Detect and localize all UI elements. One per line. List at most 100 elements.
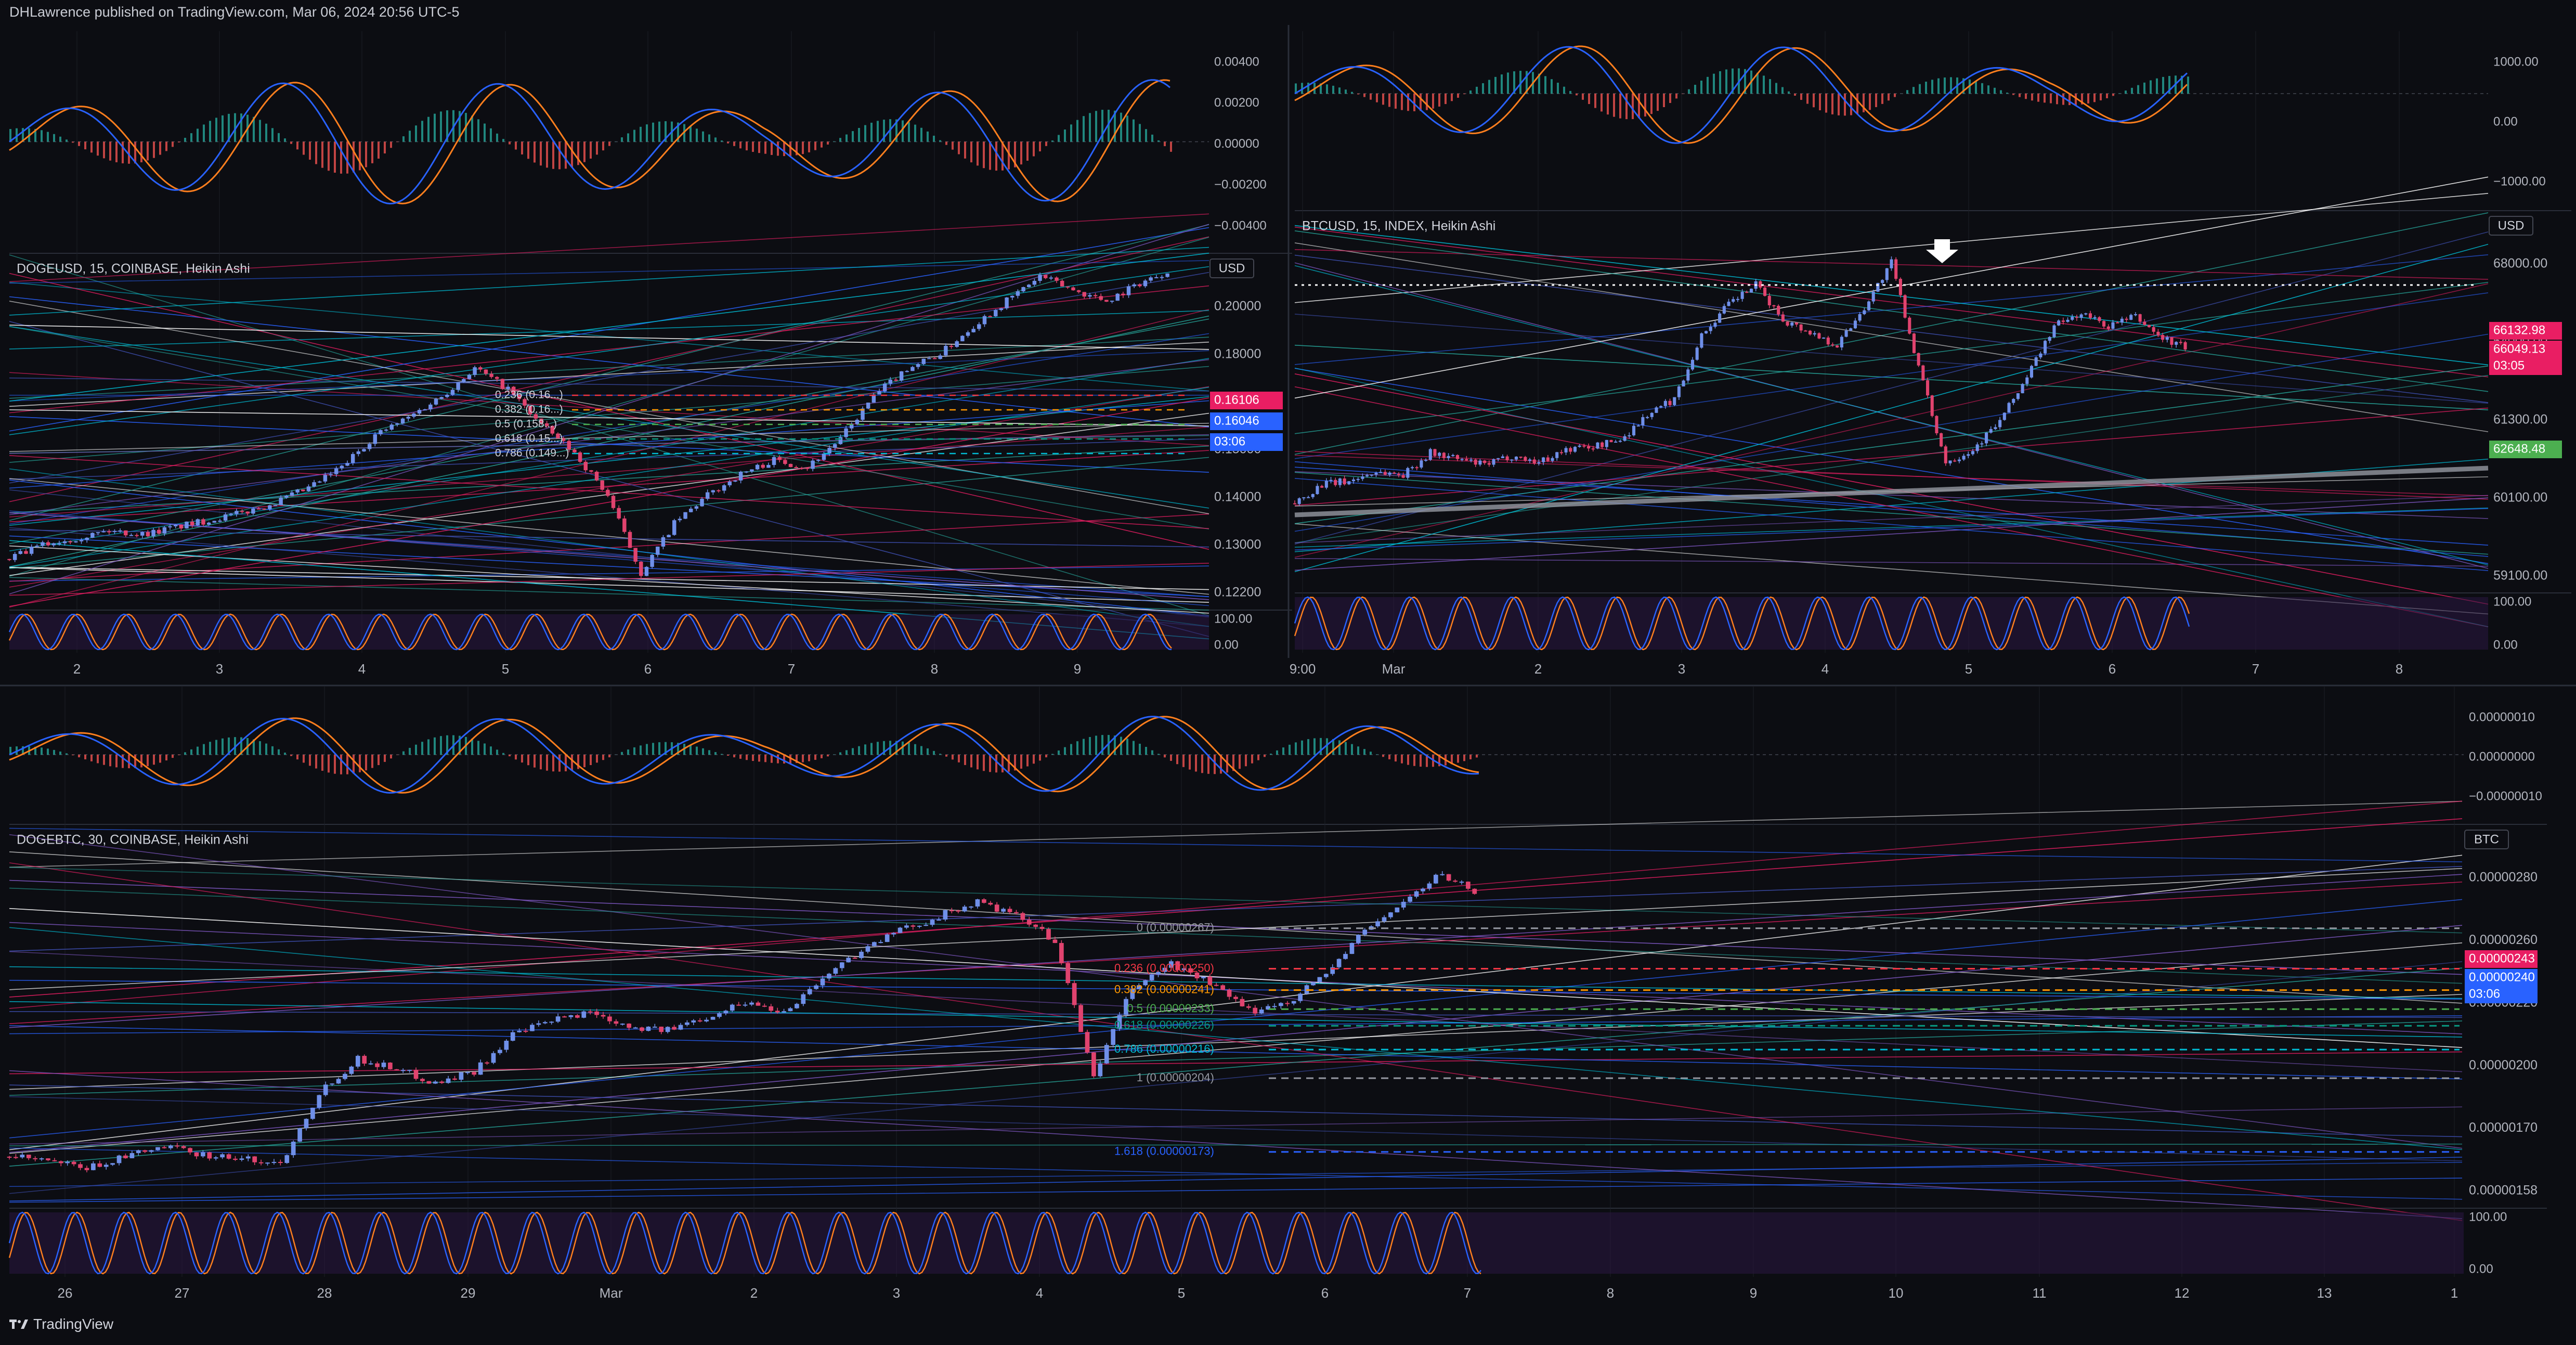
macd-histogram-bar [702, 748, 704, 755]
price-tick-label: 0.14000 [1214, 489, 1261, 504]
macd-histogram-bar [1070, 124, 1072, 142]
trend-line [9, 862, 2463, 1221]
time-tick-label: 8 [2396, 661, 2403, 677]
macd-histogram-bar [958, 755, 960, 762]
fib-level-label: 0.5 (0.158...) [495, 418, 557, 430]
macd-histogram-bar [1058, 135, 1060, 142]
candle-body [510, 1032, 515, 1041]
candle-body [123, 1155, 128, 1158]
candle-body [271, 1161, 277, 1163]
candle-body [1542, 457, 1545, 462]
macd-histogram-bar [128, 755, 130, 769]
candle-body [691, 1020, 696, 1023]
macd-histogram-bar [633, 130, 635, 142]
macd-histogram-bar [558, 141, 561, 170]
candle-body [212, 521, 217, 523]
macd-histogram-bar [1451, 755, 1453, 765]
candle-body [1104, 1045, 1109, 1064]
candle-body [329, 474, 333, 475]
candle-body [1401, 475, 1405, 478]
candle-body [90, 533, 95, 538]
time-tick-label: 4 [1822, 661, 1829, 677]
candle-body [2029, 366, 2034, 378]
candle-body [2125, 318, 2128, 320]
macd-histogram-bar [1070, 744, 1072, 755]
macd-histogram-bar [739, 755, 741, 759]
candle-body [1722, 306, 1726, 314]
candle-body [936, 919, 941, 921]
macd-histogram-bar [783, 141, 785, 157]
candle-body [1343, 954, 1348, 959]
trend-line [9, 834, 2463, 1149]
candle-body [1994, 427, 1997, 429]
trend-line [1294, 254, 2489, 403]
macd-histogram-bar [228, 737, 230, 755]
candle-body [775, 1011, 780, 1013]
candle-body [921, 358, 926, 364]
macd-histogram-bar [1376, 754, 1378, 755]
trend-line [9, 979, 2463, 1000]
candle-body [1324, 481, 1328, 488]
macd-histogram-bar [746, 141, 748, 151]
macd-histogram-bar [677, 122, 679, 142]
macd-histogram-bar [777, 141, 779, 156]
candle-body [1162, 967, 1167, 972]
macd-histogram-bar [222, 738, 224, 755]
candle-body [511, 386, 516, 395]
candle-body [943, 910, 948, 920]
candle-body [1767, 295, 1771, 305]
macd-histogram-bar [303, 755, 305, 763]
candle-body [761, 464, 765, 468]
trend-line [9, 577, 1209, 611]
candle-body [888, 379, 893, 384]
candle-body [1293, 503, 1297, 505]
candle-body [1483, 460, 1487, 463]
candle-body [2143, 321, 2146, 325]
macd-histogram-bar [203, 124, 205, 142]
macd-histogram-bar [864, 125, 866, 142]
macd-histogram-bar [777, 755, 779, 764]
macd-histogram-bar [540, 755, 542, 770]
macd-histogram-bar [66, 753, 68, 755]
macd-histogram-bar [47, 132, 49, 142]
trend-line [9, 247, 1209, 316]
macd-histogram-bar [184, 752, 186, 755]
macd-histogram-bar [727, 755, 729, 756]
candle-body [434, 398, 438, 405]
macd-histogram-bar [1382, 94, 1384, 105]
macd-histogram-bar [689, 745, 692, 755]
macd-histogram-bar [1039, 755, 1041, 761]
trend-line [9, 386, 1209, 567]
currency-label: BTC [2474, 832, 2499, 846]
price-tick-label: 60100.00 [2493, 490, 2547, 505]
candle-body [251, 508, 255, 514]
macd-histogram-bar [2050, 94, 2052, 104]
macd-histogram-bar [1594, 94, 1596, 108]
trend-line [9, 880, 2463, 975]
macd-histogram-bar [1051, 754, 1053, 755]
macd-histogram-bar [1164, 755, 1166, 758]
macd-histogram-bar [1457, 755, 1459, 763]
candle-body [927, 358, 931, 359]
candle-body [1636, 425, 1640, 426]
candle-body [607, 1016, 612, 1021]
candle-body [877, 391, 881, 395]
macd-histogram-bar [1501, 74, 1503, 94]
macd-histogram-bar [908, 122, 910, 142]
candle-body [375, 1063, 380, 1067]
stoch-k-line [1294, 596, 2190, 651]
trend-line [9, 563, 1209, 596]
candle-body [439, 397, 444, 399]
trend-line [9, 867, 2463, 934]
candle-body [1948, 460, 1952, 463]
candle-body [1415, 467, 1419, 469]
macd-signal-line [9, 716, 1479, 794]
trend-line [9, 326, 1209, 509]
candle-body [1962, 456, 1966, 460]
macd-histogram-bar [1457, 94, 1459, 98]
trend-line [9, 422, 1209, 452]
trend-line [9, 512, 1209, 600]
macd-histogram-bar [1407, 755, 1409, 765]
candle-body [2098, 317, 2101, 321]
